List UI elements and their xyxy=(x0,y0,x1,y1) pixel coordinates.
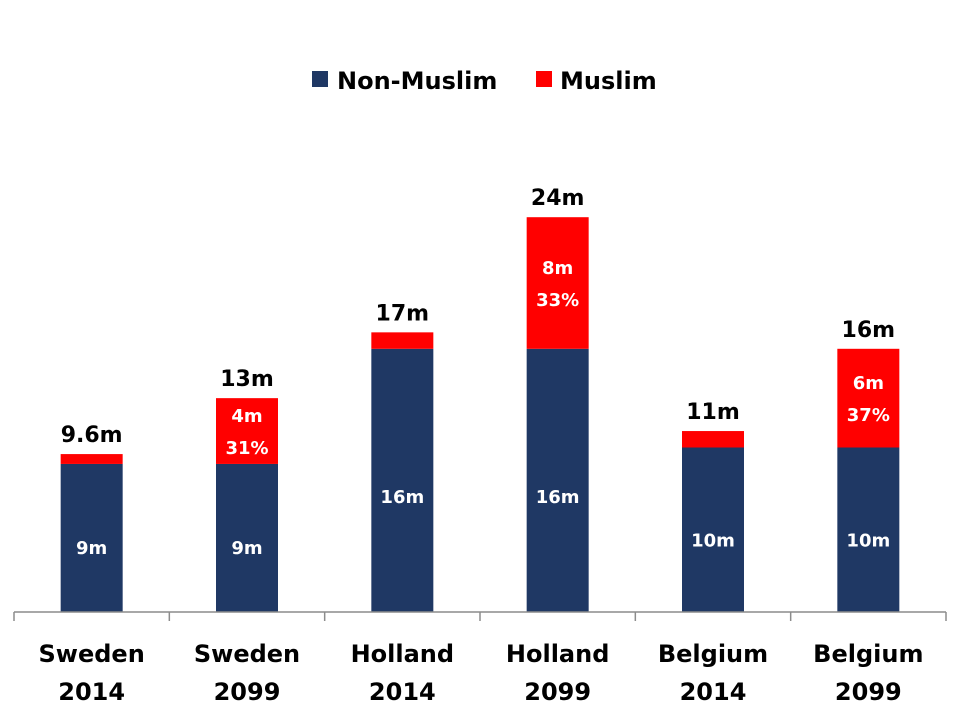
total-label: 11m xyxy=(686,400,740,425)
segment-label: 4m xyxy=(231,406,262,427)
legend-label-muslim: Muslim xyxy=(560,67,657,95)
category-label: Sweden xyxy=(194,640,300,668)
category-label: 2099 xyxy=(214,678,281,706)
legend-swatch-non-muslim xyxy=(312,71,328,87)
chart-bars: 9m 9.6m 9m 4m 31% 13m 16m 17m 16m 8m 33% 24m 10m 11m 1… xyxy=(60,186,900,612)
bar-muslim xyxy=(682,431,744,448)
chart-legend: Non-Muslim Muslim xyxy=(312,67,657,95)
segment-label: 10m xyxy=(846,531,890,552)
segment-label: 33% xyxy=(536,290,579,311)
total-label: 17m xyxy=(376,301,430,326)
bar-muslim xyxy=(837,348,900,448)
bar-muslim xyxy=(371,332,434,349)
total-label: 16m xyxy=(842,318,896,343)
x-axis: Sweden 2014 Sweden 2099 Holland 2014 Holland 20… xyxy=(13,611,947,706)
category-label: Belgium xyxy=(658,640,768,668)
bar-non-muslim xyxy=(60,463,123,612)
bar-muslim xyxy=(526,217,589,349)
bar-non-muslim xyxy=(837,447,900,612)
category-label: 2014 xyxy=(369,678,436,706)
segment-label: 37% xyxy=(847,405,890,426)
bar-non-muslim xyxy=(371,348,434,612)
segment-label: 8m xyxy=(542,258,573,279)
bar-muslim xyxy=(60,454,123,464)
category-label: 2014 xyxy=(680,678,747,706)
category-label: 2099 xyxy=(835,678,902,706)
category-label: Belgium xyxy=(813,640,923,668)
category-label: 2099 xyxy=(524,678,591,706)
legend-label-non-muslim: Non-Muslim xyxy=(337,67,497,95)
segment-label: 10m xyxy=(691,531,735,552)
segment-label: 31% xyxy=(225,438,268,459)
total-label: 13m xyxy=(220,367,274,392)
bar-muslim xyxy=(216,398,278,464)
bar-non-muslim xyxy=(682,447,744,612)
legend-swatch-muslim xyxy=(536,71,552,87)
segment-label: 6m xyxy=(853,373,884,394)
segment-label: 9m xyxy=(231,538,262,559)
segment-label: 16m xyxy=(380,487,424,508)
segment-label: 16m xyxy=(536,487,580,508)
total-label: 9.6m xyxy=(61,423,123,448)
total-label: 24m xyxy=(531,186,585,211)
bar-non-muslim xyxy=(216,463,278,612)
category-label: 2014 xyxy=(58,678,125,706)
segment-label: 9m xyxy=(76,538,107,559)
category-label: Holland xyxy=(506,640,610,668)
bar-non-muslim xyxy=(526,348,589,612)
category-label: Sweden xyxy=(39,640,145,668)
category-label: Holland xyxy=(351,640,455,668)
